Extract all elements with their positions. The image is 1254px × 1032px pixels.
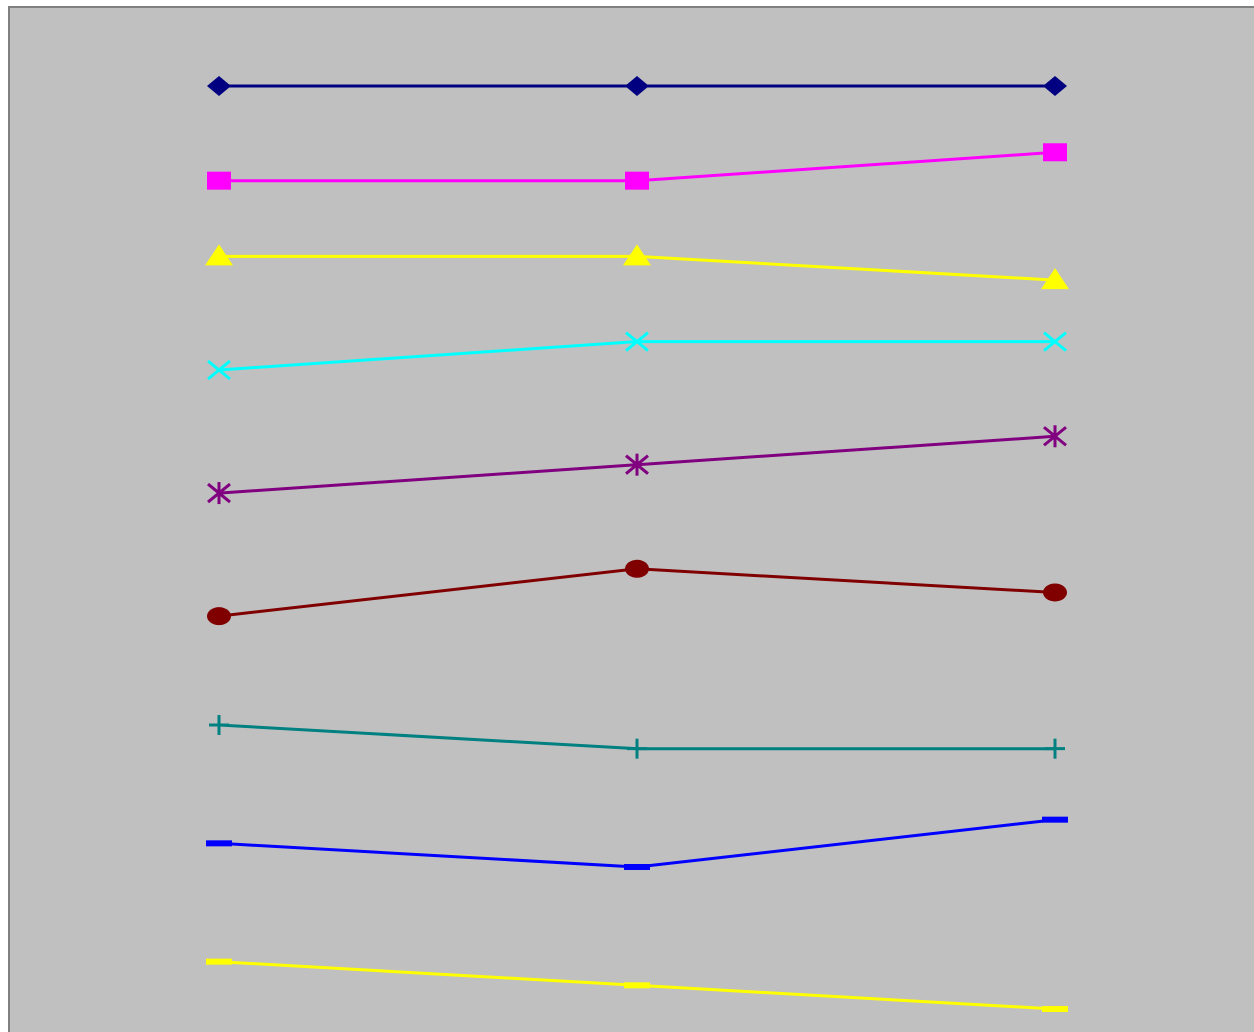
series-7-point-1 (209, 715, 229, 735)
series-7 (209, 715, 1065, 759)
series-7-point-3 (1045, 738, 1065, 759)
series-4 (207, 331, 1067, 381)
series-8-point-1 (206, 840, 232, 847)
series-1-point-2 (625, 76, 649, 96)
series-1-point-3 (1043, 76, 1067, 96)
series-4-point-2 (625, 331, 649, 352)
series-8-point-2 (624, 864, 650, 870)
series-9-point-1 (206, 958, 232, 965)
series-3-point-2 (623, 244, 651, 266)
series-4-point-3 (1043, 331, 1067, 352)
plot-background (8, 6, 1254, 1032)
series-9-point-3 (1042, 1006, 1068, 1012)
series-9 (206, 958, 1068, 1012)
series-5 (207, 425, 1067, 505)
series-2-point-1 (207, 171, 231, 190)
series-6 (207, 559, 1067, 626)
series-6-point-3 (1043, 583, 1067, 602)
series-6-point-2 (625, 559, 649, 578)
series-2 (207, 143, 1067, 190)
series-layer (205, 76, 1069, 1012)
series-1-point-1 (207, 76, 231, 96)
series-6-point-1 (207, 607, 231, 626)
series-8-point-3 (1042, 816, 1068, 823)
series-3 (205, 244, 1069, 290)
series-3-point-3 (1041, 268, 1069, 290)
series-5-point-1 (207, 482, 231, 505)
series-7-point-2 (627, 738, 647, 759)
series-9-point-2 (624, 982, 650, 989)
series-4-point-1 (207, 359, 231, 381)
series-2-point-3 (1043, 143, 1067, 162)
series-8 (206, 816, 1068, 870)
series-5-point-2 (625, 453, 649, 476)
series-5-point-3 (1043, 425, 1067, 448)
series-1 (207, 76, 1067, 96)
series-3-point-1 (205, 244, 233, 266)
series-2-point-2 (625, 171, 649, 190)
